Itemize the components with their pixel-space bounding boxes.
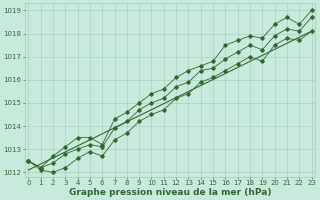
X-axis label: Graphe pression niveau de la mer (hPa): Graphe pression niveau de la mer (hPa) <box>69 188 271 197</box>
